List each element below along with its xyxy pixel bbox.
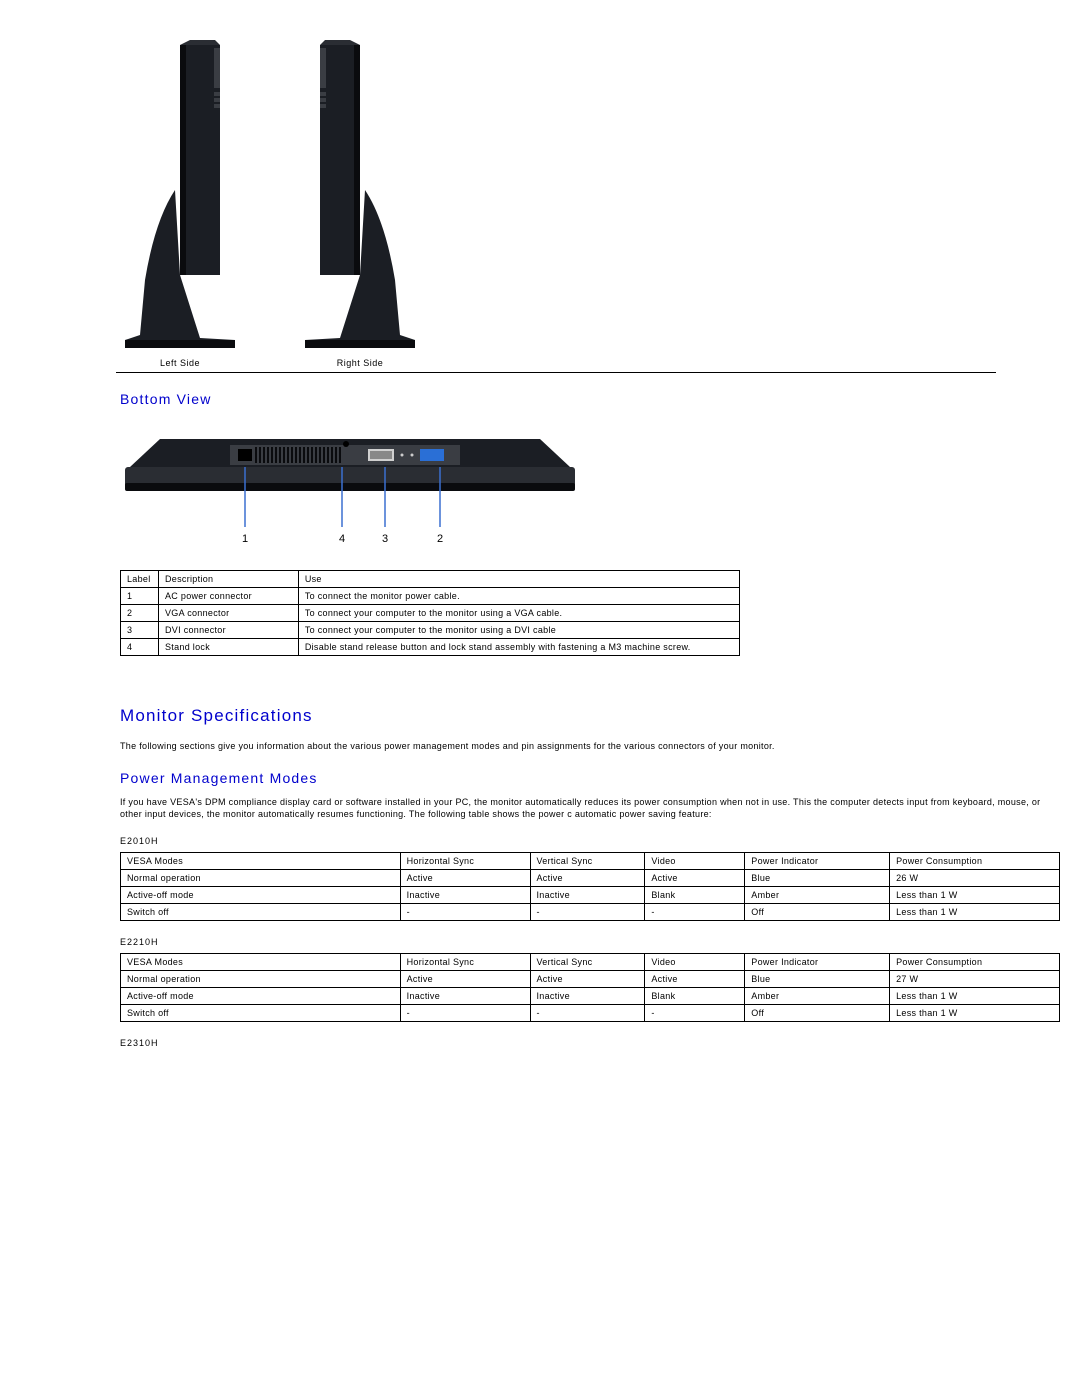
power-mgmt-heading: Power Management Modes: [120, 770, 1060, 786]
table-cell: Stand lock: [158, 639, 298, 656]
table-cell: 3: [121, 622, 159, 639]
table-cell: Active: [400, 870, 530, 887]
monitor-specs-heading: Monitor Specifications: [120, 706, 1060, 726]
model-label: E2210H: [120, 937, 1060, 947]
table-cell: AC power connector: [158, 588, 298, 605]
table-cell: 2: [121, 605, 159, 622]
table-cell: -: [530, 904, 645, 921]
table-cell: -: [645, 904, 745, 921]
column-header: Power Indicator: [745, 853, 890, 870]
column-header: Label: [121, 571, 159, 588]
callout-2: 2: [437, 533, 443, 545]
table-cell: Active: [530, 870, 645, 887]
table-cell: -: [400, 1005, 530, 1022]
table-row: Switch off---OffLess than 1 W: [121, 1005, 1060, 1022]
column-header: Description: [158, 571, 298, 588]
table-row: 2VGA connectorTo connect your computer t…: [121, 605, 740, 622]
table-cell: 1: [121, 588, 159, 605]
divider: [116, 372, 996, 373]
table-cell: Less than 1 W: [890, 988, 1060, 1005]
table-row: 3DVI connectorTo connect your computer t…: [121, 622, 740, 639]
monitor-right-side: [300, 40, 420, 350]
table-cell: VGA connector: [158, 605, 298, 622]
power-table: VESA ModesHorizontal SyncVertical SyncVi…: [120, 852, 1060, 921]
table-row: Normal operationActiveActiveActiveBlue27…: [121, 971, 1060, 988]
table-cell: 4: [121, 639, 159, 656]
column-header: Horizontal Sync: [400, 954, 530, 971]
column-header: Power Consumption: [890, 853, 1060, 870]
side-views-figure: [120, 40, 1060, 350]
table-cell: Active: [645, 870, 745, 887]
table-cell: Blank: [645, 887, 745, 904]
table-row: Active-off modeInactiveInactiveBlankAmbe…: [121, 988, 1060, 1005]
table-cell: To connect the monitor power cable.: [298, 588, 739, 605]
right-side-label: Right Side: [300, 358, 420, 368]
power-table: VESA ModesHorizontal SyncVertical SyncVi…: [120, 953, 1060, 1022]
table-cell: -: [530, 1005, 645, 1022]
column-header: Power Indicator: [745, 954, 890, 971]
callout-1: 1: [242, 533, 248, 545]
column-header: Vertical Sync: [530, 853, 645, 870]
table-row: 4Stand lockDisable stand release button …: [121, 639, 740, 656]
table-cell: Blue: [745, 870, 890, 887]
column-header: Power Consumption: [890, 954, 1060, 971]
table-cell: Active: [400, 971, 530, 988]
table-cell: Amber: [745, 887, 890, 904]
table-cell: -: [400, 904, 530, 921]
table-cell: Normal operation: [121, 870, 401, 887]
column-header: VESA Modes: [121, 954, 401, 971]
table-cell: Active-off mode: [121, 887, 401, 904]
table-row: Switch off---OffLess than 1 W: [121, 904, 1060, 921]
table-cell: Off: [745, 904, 890, 921]
power-mgmt-intro: If you have VESA's DPM compliance displa…: [120, 796, 1060, 820]
bottom-view-heading: Bottom View: [120, 391, 1060, 407]
bottom-view-figure: 1 4 3 2: [120, 427, 1060, 560]
bottom-view-table: LabelDescriptionUse1AC power connectorTo…: [120, 570, 740, 656]
monitor-specs-intro: The following sections give you informat…: [120, 740, 1060, 752]
monitor-left-side: [120, 40, 240, 350]
table-cell: Inactive: [530, 988, 645, 1005]
table-cell: Less than 1 W: [890, 887, 1060, 904]
column-header: VESA Modes: [121, 853, 401, 870]
table-cell: Less than 1 W: [890, 1005, 1060, 1022]
table-cell: Less than 1 W: [890, 904, 1060, 921]
left-side-label: Left Side: [120, 358, 240, 368]
model-label: E2310H: [120, 1038, 1060, 1048]
table-cell: DVI connector: [158, 622, 298, 639]
table-cell: Switch off: [121, 904, 401, 921]
table-cell: Inactive: [400, 887, 530, 904]
table-cell: Active: [645, 971, 745, 988]
column-header: Horizontal Sync: [400, 853, 530, 870]
callout-4: 4: [339, 533, 345, 545]
table-row: Normal operationActiveActiveActiveBlue26…: [121, 870, 1060, 887]
table-cell: -: [645, 1005, 745, 1022]
table-cell: Disable stand release button and lock st…: [298, 639, 739, 656]
table-row: Active-off modeInactiveInactiveBlankAmbe…: [121, 887, 1060, 904]
model-label: E2010H: [120, 836, 1060, 846]
table-cell: Blank: [645, 988, 745, 1005]
column-header: Use: [298, 571, 739, 588]
table-cell: Active: [530, 971, 645, 988]
table-cell: Inactive: [530, 887, 645, 904]
table-cell: 26 W: [890, 870, 1060, 887]
column-header: Video: [645, 954, 745, 971]
table-cell: Blue: [745, 971, 890, 988]
table-cell: Off: [745, 1005, 890, 1022]
table-cell: Switch off: [121, 1005, 401, 1022]
document-page: Left Side Right Side Bottom View: [0, 0, 1080, 1094]
table-cell: To connect your computer to the monitor …: [298, 605, 739, 622]
table-row: 1AC power connectorTo connect the monito…: [121, 588, 740, 605]
table-cell: Inactive: [400, 988, 530, 1005]
table-cell: To connect your computer to the monitor …: [298, 622, 739, 639]
table-cell: Normal operation: [121, 971, 401, 988]
column-header: Video: [645, 853, 745, 870]
table-cell: Amber: [745, 988, 890, 1005]
column-header: Vertical Sync: [530, 954, 645, 971]
callout-3: 3: [382, 533, 388, 545]
side-view-labels: Left Side Right Side: [120, 358, 1060, 368]
table-cell: 27 W: [890, 971, 1060, 988]
table-cell: Active-off mode: [121, 988, 401, 1005]
